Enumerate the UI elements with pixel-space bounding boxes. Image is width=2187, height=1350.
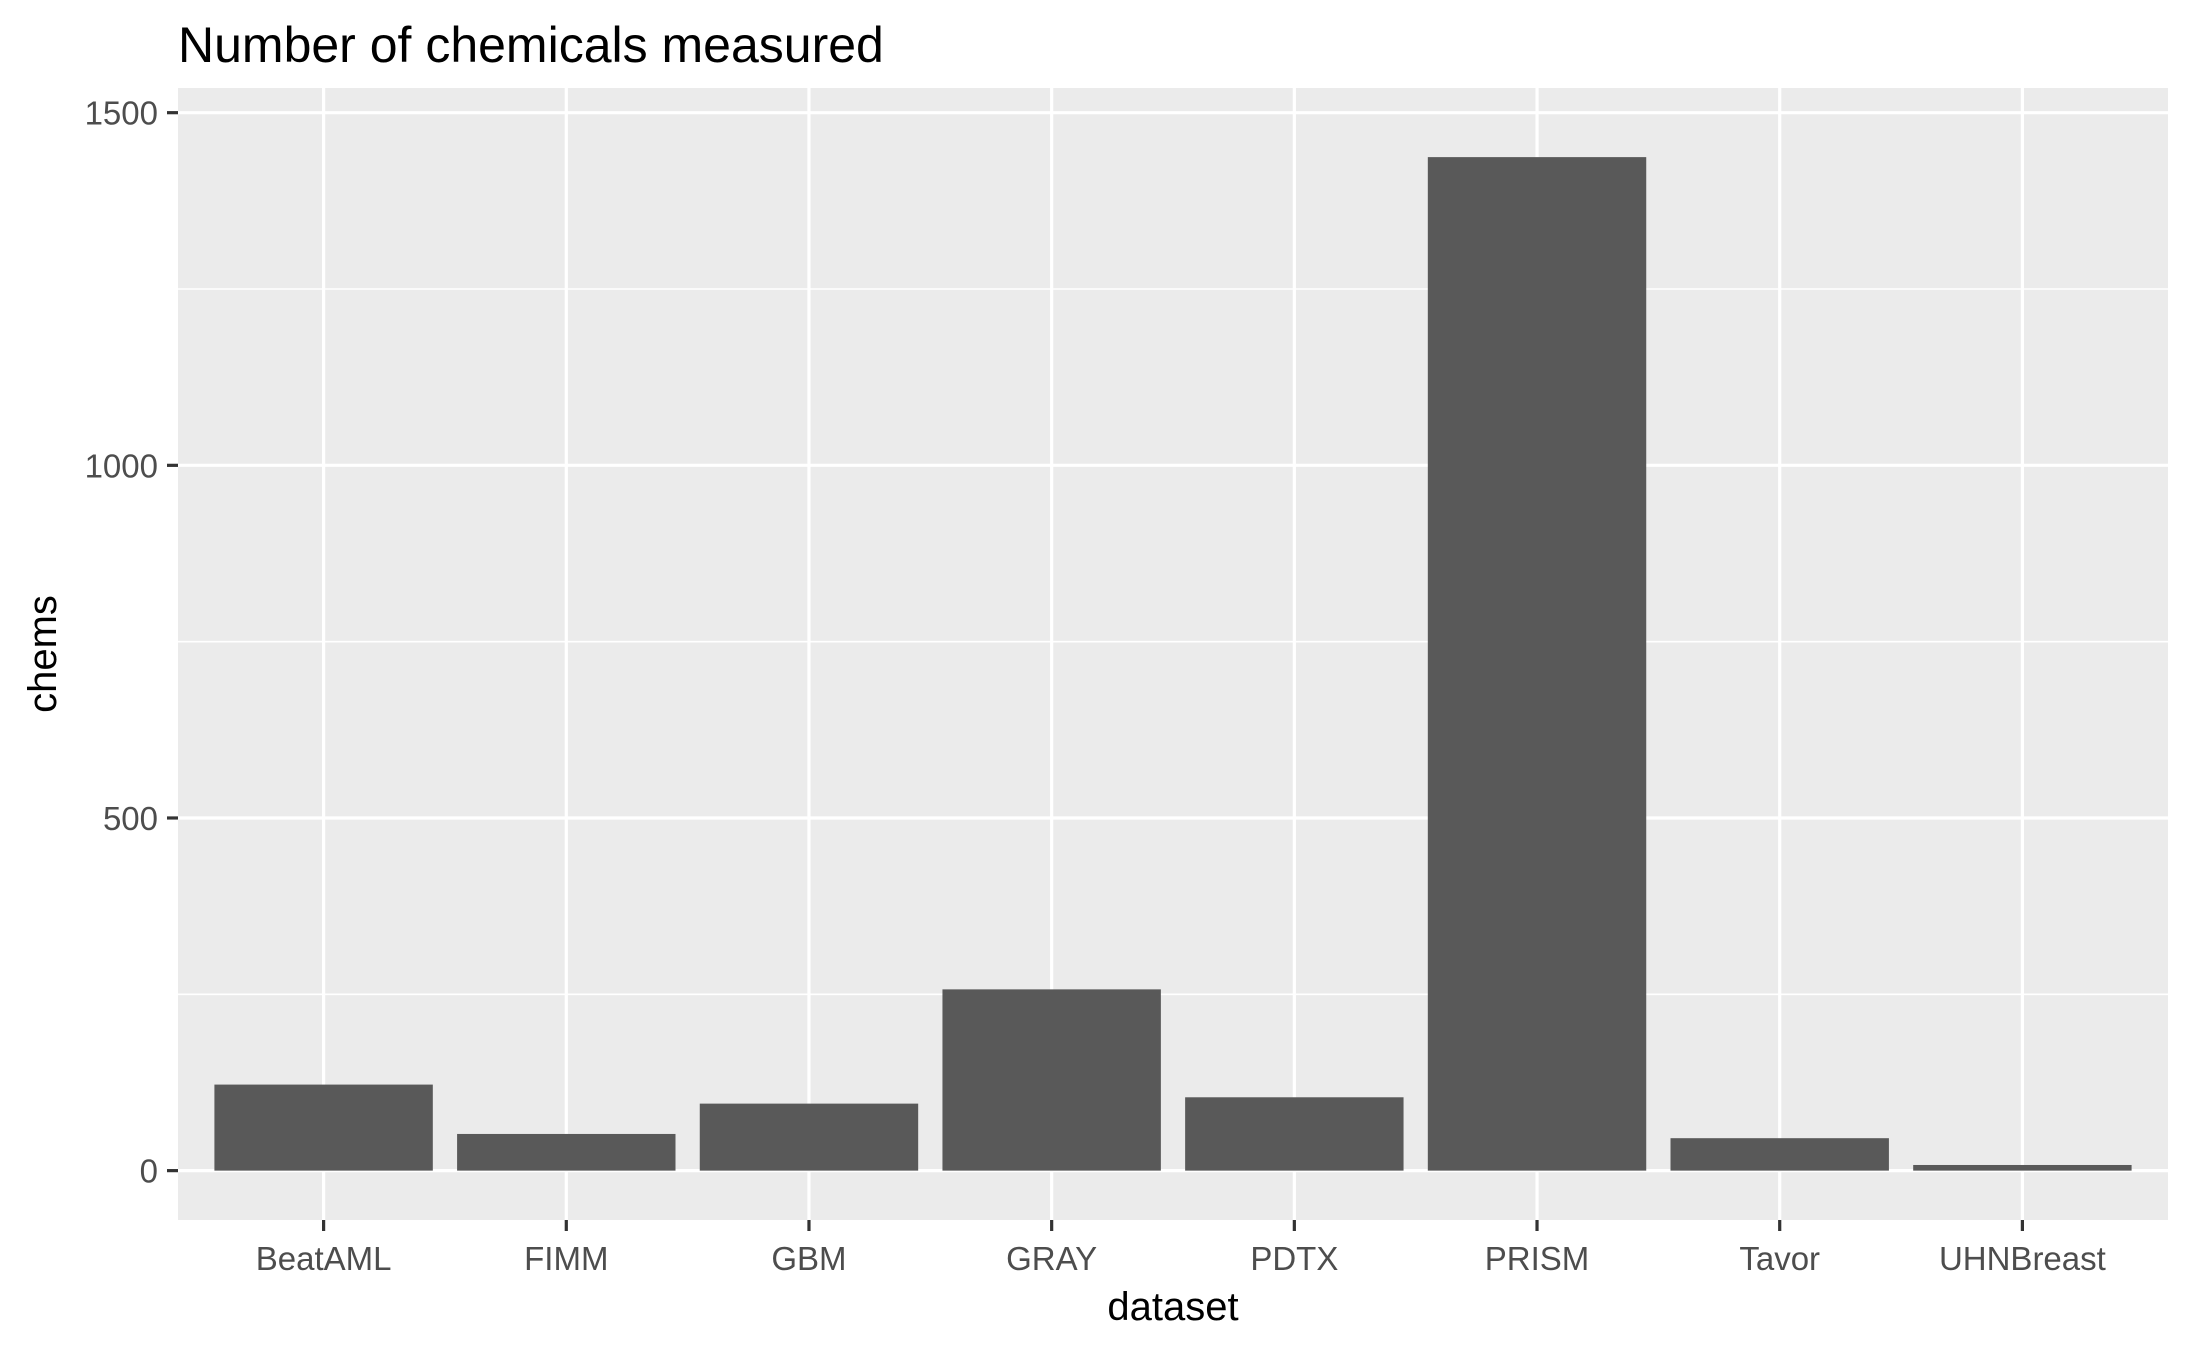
- y-tick-label: 500: [103, 800, 158, 837]
- axis-ticks: [167, 111, 2024, 1231]
- minor-gridlines: [178, 288, 2168, 996]
- bar-gbm: [699, 1103, 919, 1171]
- x-tick-label: PDTX: [1250, 1240, 1338, 1277]
- x-tick-label: UHNBreast: [1939, 1240, 2106, 1277]
- bar-fimm: [457, 1133, 676, 1171]
- bar-tavor: [1670, 1138, 1889, 1171]
- y-tick-label: 1000: [85, 447, 158, 484]
- bar-prism: [1427, 157, 1647, 1171]
- bar-gray: [942, 989, 1161, 1171]
- plot-panel: [178, 88, 2168, 1220]
- bar-beataml: [214, 1084, 433, 1171]
- x-tick-label: FIMM: [524, 1240, 608, 1277]
- y-tick-label: 1500: [85, 95, 158, 132]
- tick-labels: 0 500 1000 1500 BeatAML FIMM GBM GRAY PDTX PRISM T…: [85, 95, 2106, 1277]
- y-axis-title: chems: [21, 595, 65, 713]
- x-tick-label: BeatAML: [256, 1240, 392, 1277]
- y-tick-label: 0: [140, 1153, 158, 1190]
- x-tick-label: Tavor: [1739, 1240, 1820, 1277]
- x-tick-label: GRAY: [1006, 1240, 1097, 1277]
- x-axis-title: dataset: [1107, 1285, 1238, 1329]
- x-tick-label: PRISM: [1485, 1240, 1590, 1277]
- bar-pdtx: [1185, 1097, 1404, 1171]
- x-tick-label: GBM: [771, 1240, 846, 1277]
- chart-title: Number of chemicals measured: [178, 17, 884, 73]
- bar-uhnbreast: [1913, 1164, 2132, 1171]
- bars: [214, 157, 2132, 1171]
